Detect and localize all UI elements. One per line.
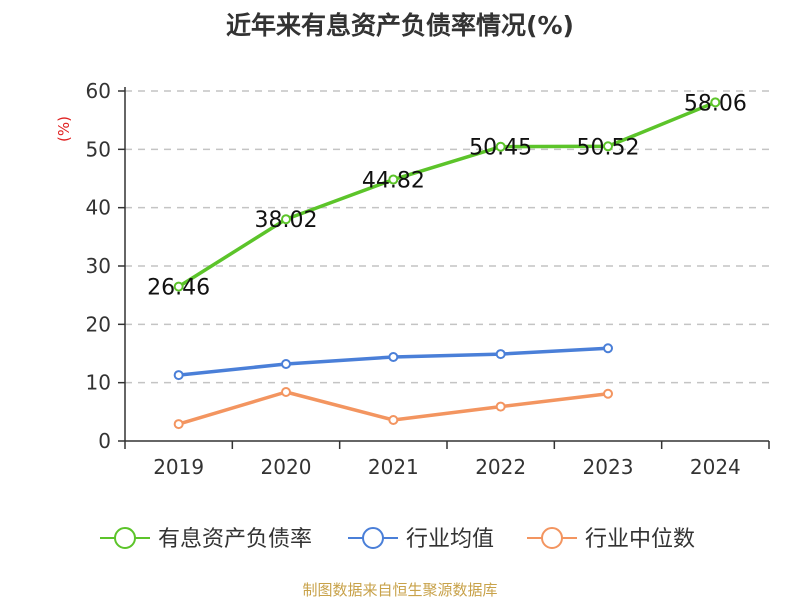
legend-marker [362,527,384,549]
x-tick-label: 2023 [583,455,634,479]
data-point [603,388,613,399]
data-label: 58.06 [684,91,747,116]
data-point [710,97,721,108]
data-label: 26.46 [147,276,210,301]
data-point [495,349,506,360]
data-point [388,352,399,362]
data-point [388,415,399,425]
data-point [603,343,613,354]
chart-title: 近年来有息资产负债率情况(%) [226,11,574,40]
data-point [388,174,399,185]
x-tick-label: 2020 [261,455,312,479]
data-point [173,370,184,381]
data-label: 50.52 [577,135,640,160]
data-point [495,141,506,152]
x-tick-label: 2019 [153,455,204,479]
data-label: 38.02 [255,208,318,233]
y-tick-label: 30 [86,254,111,278]
data-point [173,281,184,292]
data-label: 44.82 [362,169,425,194]
legend-marker [541,527,563,549]
data-label: 50.45 [469,136,532,161]
y-tick-label: 50 [86,137,111,161]
data-point [281,387,291,397]
y-tick-label: 60 [86,79,111,103]
x-tick-label: 2021 [368,455,419,479]
data-point [281,359,291,369]
x-tick-label: 2024 [690,455,741,479]
source-footer: 制图数据来自恒生聚源数据库 [302,581,498,599]
y-tick-label: 0 [98,429,111,453]
data-point [281,214,291,225]
legend-marker [114,527,136,549]
y-tick-label: 40 [86,196,111,220]
y-tick-label: 10 [86,371,111,395]
data-point [173,419,184,430]
x-tick-label: 2022 [475,455,526,479]
y-axis-label: (%) [55,116,73,142]
legend-label: 有息资产负债率 [158,527,312,552]
data-point [495,401,506,412]
legend-label: 行业均值 [406,527,494,552]
legend-label: 行业中位数 [585,527,695,552]
data-point [603,141,613,152]
y-tick-label: 20 [86,312,111,336]
series-line [177,100,716,289]
